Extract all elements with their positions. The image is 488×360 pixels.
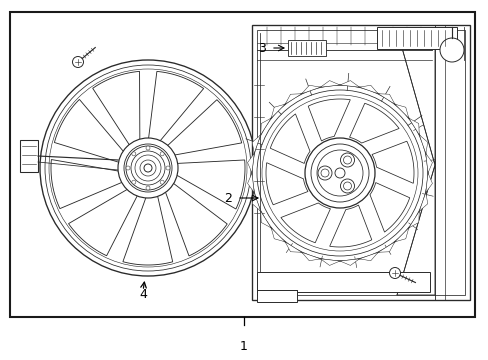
Circle shape bbox=[135, 155, 161, 181]
Circle shape bbox=[305, 138, 374, 208]
Polygon shape bbox=[285, 94, 301, 104]
Polygon shape bbox=[418, 135, 427, 153]
Circle shape bbox=[320, 169, 328, 177]
Circle shape bbox=[389, 267, 400, 279]
Polygon shape bbox=[307, 99, 349, 141]
Circle shape bbox=[334, 168, 345, 178]
Polygon shape bbox=[163, 180, 227, 256]
Polygon shape bbox=[54, 99, 126, 164]
Polygon shape bbox=[394, 228, 408, 242]
Bar bbox=[287, 40, 325, 56]
Polygon shape bbox=[359, 252, 377, 261]
Circle shape bbox=[343, 156, 351, 164]
Polygon shape bbox=[247, 153, 254, 173]
Polygon shape bbox=[260, 211, 271, 228]
Polygon shape bbox=[408, 211, 418, 228]
Polygon shape bbox=[148, 71, 203, 145]
Polygon shape bbox=[369, 183, 409, 232]
Polygon shape bbox=[122, 192, 172, 265]
Circle shape bbox=[124, 144, 172, 192]
Polygon shape bbox=[320, 81, 339, 87]
Polygon shape bbox=[339, 259, 359, 265]
Polygon shape bbox=[271, 104, 285, 118]
Polygon shape bbox=[394, 104, 408, 118]
Circle shape bbox=[343, 182, 351, 190]
Polygon shape bbox=[252, 193, 260, 211]
Polygon shape bbox=[280, 203, 330, 243]
Text: 2: 2 bbox=[224, 192, 231, 204]
Polygon shape bbox=[271, 228, 285, 242]
Circle shape bbox=[140, 160, 156, 176]
Circle shape bbox=[340, 153, 354, 167]
Text: 4: 4 bbox=[139, 288, 146, 302]
Circle shape bbox=[316, 150, 362, 196]
Polygon shape bbox=[425, 173, 431, 193]
Polygon shape bbox=[93, 71, 140, 149]
Polygon shape bbox=[265, 163, 307, 205]
Polygon shape bbox=[68, 187, 139, 256]
Circle shape bbox=[310, 144, 368, 202]
Polygon shape bbox=[247, 173, 254, 193]
Polygon shape bbox=[51, 159, 126, 208]
Bar bbox=[251, 25, 469, 300]
Circle shape bbox=[251, 85, 427, 261]
Polygon shape bbox=[377, 94, 394, 104]
Circle shape bbox=[340, 179, 354, 193]
Circle shape bbox=[439, 38, 463, 62]
Polygon shape bbox=[260, 118, 271, 135]
Polygon shape bbox=[301, 252, 320, 261]
Circle shape bbox=[317, 166, 331, 180]
Polygon shape bbox=[320, 259, 339, 265]
Bar bbox=[376, 27, 456, 49]
Polygon shape bbox=[329, 205, 371, 247]
Polygon shape bbox=[349, 103, 398, 143]
Text: 1: 1 bbox=[240, 339, 247, 352]
Circle shape bbox=[146, 146, 150, 150]
Bar bbox=[10, 12, 474, 317]
Polygon shape bbox=[408, 118, 418, 135]
Circle shape bbox=[40, 60, 256, 276]
Polygon shape bbox=[377, 242, 394, 252]
Bar bbox=[20, 140, 38, 172]
Circle shape bbox=[118, 138, 178, 198]
Circle shape bbox=[126, 166, 130, 170]
Circle shape bbox=[132, 180, 136, 184]
Circle shape bbox=[132, 152, 136, 156]
Polygon shape bbox=[301, 85, 320, 94]
Circle shape bbox=[143, 164, 152, 172]
Polygon shape bbox=[418, 193, 427, 211]
Circle shape bbox=[72, 57, 83, 68]
Text: 3: 3 bbox=[258, 41, 265, 54]
Bar bbox=[257, 290, 296, 302]
Circle shape bbox=[160, 152, 164, 156]
Circle shape bbox=[146, 186, 150, 190]
Polygon shape bbox=[285, 242, 301, 252]
Polygon shape bbox=[270, 114, 309, 163]
Circle shape bbox=[126, 146, 170, 190]
Bar bbox=[257, 30, 464, 295]
Circle shape bbox=[160, 180, 164, 184]
Bar bbox=[257, 272, 429, 292]
Polygon shape bbox=[371, 141, 413, 183]
Circle shape bbox=[165, 166, 170, 170]
Polygon shape bbox=[252, 135, 260, 153]
Circle shape bbox=[131, 151, 164, 185]
Polygon shape bbox=[172, 160, 244, 209]
Polygon shape bbox=[164, 100, 241, 156]
Polygon shape bbox=[359, 85, 377, 94]
Polygon shape bbox=[339, 81, 359, 87]
Polygon shape bbox=[425, 153, 431, 173]
